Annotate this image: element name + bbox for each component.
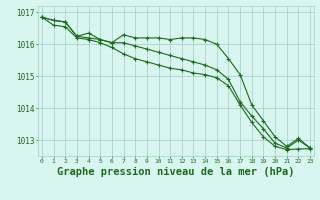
- X-axis label: Graphe pression niveau de la mer (hPa): Graphe pression niveau de la mer (hPa): [57, 167, 295, 177]
